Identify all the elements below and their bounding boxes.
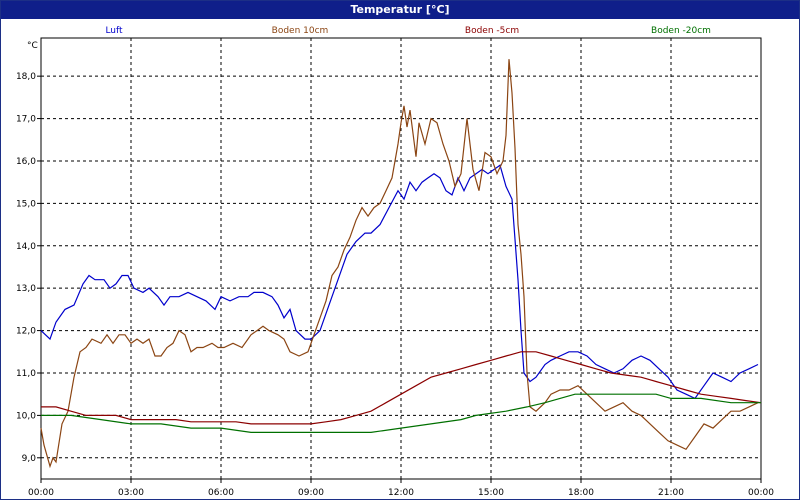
- x-tick-time: 09:00: [298, 488, 324, 498]
- y-tick-label: 14,0: [16, 242, 36, 252]
- temperature-chart: 9,010,011,012,013,014,015,016,017,018,0 …: [16, 26, 774, 498]
- series-lines: [40, 59, 762, 469]
- series-line-boden-10cm: [40, 59, 759, 469]
- y-tick-label: 15,0: [16, 199, 36, 209]
- x-tick-time: 18:00: [568, 488, 594, 498]
- y-tick-label: 9,0: [22, 454, 37, 464]
- x-axis-ticks: 00:0015.03.2403:0015.03.2406:0015.03.240…: [28, 479, 774, 498]
- legend-item-boden-20cm: Boden -20cm: [651, 26, 711, 36]
- x-tick-time: 00:00: [28, 488, 54, 498]
- x-tick-time: 00:00: [748, 488, 774, 498]
- y-axis-unit: °C: [27, 41, 38, 51]
- window-title: Temperatur [°C]: [1, 1, 799, 19]
- y-tick-label: 12,0: [16, 327, 36, 337]
- y-tick-label: 17,0: [16, 115, 36, 125]
- y-tick-label: 16,0: [16, 157, 36, 167]
- grid: [41, 38, 761, 479]
- y-tick-label: 13,0: [16, 284, 36, 294]
- y-tick-label: 10,0: [16, 411, 36, 421]
- y-tick-label: 11,0: [16, 369, 36, 379]
- legend-item-luft: Luft: [105, 26, 123, 36]
- x-tick-time: 15:00: [478, 488, 504, 498]
- legend-item-boden-5cm: Boden -5cm: [465, 26, 519, 36]
- series-line-luft: [40, 164, 759, 400]
- y-axis-ticks: 9,0 10,0 11,0 12,0 13,0 14,0 15,0 16,0 17,0 18,0: [16, 72, 41, 464]
- x-tick-time: 21:00: [658, 488, 684, 498]
- series-line-boden-20cm: [41, 393, 761, 433]
- legend: Luft Boden 10cm Boden -5cm Boden -20cm: [105, 26, 711, 36]
- x-tick-time: 03:00: [118, 488, 144, 498]
- series-line-boden-5cm: [41, 351, 762, 425]
- x-tick-time: 06:00: [208, 488, 234, 498]
- x-tick-time: 12:00: [388, 488, 414, 498]
- y-tick-label: 18,0: [16, 72, 36, 82]
- legend-item-boden-10cm: Boden 10cm: [272, 26, 329, 36]
